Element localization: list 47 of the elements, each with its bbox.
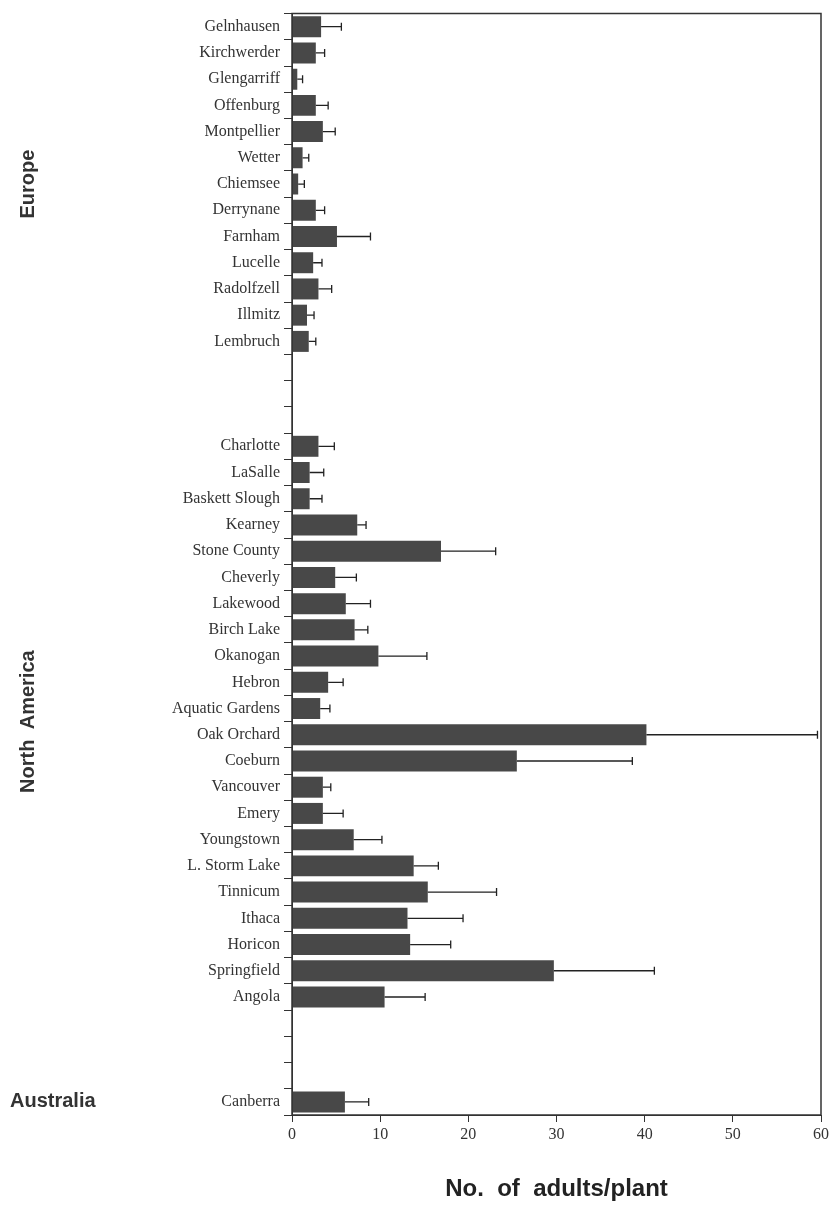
y-tick-label: Lucelle bbox=[232, 252, 280, 270]
y-tick-label: Birch Lake bbox=[208, 620, 280, 638]
y-tick-label: Stone County bbox=[192, 541, 280, 560]
text: Europe bbox=[15, 149, 38, 219]
y-tick-label: Offenburg bbox=[213, 95, 280, 114]
x-tick-label: 50 bbox=[724, 1124, 741, 1142]
y-tick-label: Youngstown bbox=[199, 829, 280, 848]
x-tick-label: 40 bbox=[636, 1124, 653, 1142]
y-tick-label: Farnham bbox=[223, 226, 281, 244]
y-tick-label: Emery bbox=[237, 803, 280, 822]
y-tick-label: Derrynane bbox=[212, 200, 280, 219]
x-axis-title: No. of adults/plant bbox=[445, 1174, 668, 1202]
y-tick-label: Okanogan bbox=[214, 646, 280, 665]
y-tick-label: Coeburn bbox=[224, 751, 280, 769]
y-tick-label: Horicon bbox=[227, 934, 280, 952]
y-tick-label: Kirchwerder bbox=[199, 43, 281, 61]
y-tick-label: Gelnhausen bbox=[204, 16, 280, 34]
y-tick-label: Wetter bbox=[237, 148, 281, 166]
y-tick-label: Montpellier bbox=[204, 121, 281, 140]
y-tick-label: Illmitz bbox=[237, 305, 280, 323]
y-tick-label: Lakewood bbox=[212, 593, 280, 611]
y-tick-label: Charlotte bbox=[220, 436, 280, 454]
y-tick-label: Baskett Slough bbox=[182, 488, 280, 507]
x-tick-label: 10 bbox=[372, 1124, 389, 1142]
text: North America bbox=[15, 649, 38, 793]
y-tick-label: Aquatic Gardens bbox=[172, 698, 280, 717]
x-tick-label: 30 bbox=[548, 1124, 565, 1142]
y-tick-label: Cheverly bbox=[221, 567, 280, 586]
y-tick-label: Glengarriff bbox=[208, 69, 281, 88]
text: Australia bbox=[10, 1089, 97, 1112]
y-tick-label: Ithaca bbox=[240, 908, 280, 926]
y-tick-label: L. Storm Lake bbox=[187, 856, 280, 874]
y-tick-label: Hebron bbox=[232, 672, 280, 690]
y-tick-label: Kearney bbox=[225, 515, 280, 534]
x-tick-label: 20 bbox=[460, 1124, 477, 1142]
x-tick-label: 60 bbox=[813, 1124, 829, 1142]
y-tick-label: Lembruch bbox=[214, 331, 280, 349]
y-tick-label: Radolfzell bbox=[213, 279, 281, 297]
y-tick-label: Chiemsee bbox=[216, 174, 280, 192]
y-tick-label: Oak Orchard bbox=[196, 724, 280, 742]
y-tick-label: LaSalle bbox=[231, 462, 280, 480]
y-tick-label: Springfield bbox=[208, 960, 280, 979]
x-tick-label: 0 bbox=[288, 1124, 296, 1142]
y-tick-label: Angola bbox=[232, 987, 280, 1006]
y-tick-label: Canberra bbox=[221, 1092, 280, 1110]
y-tick-label: Vancouver bbox=[211, 777, 281, 795]
y-tick-label: Tinnicum bbox=[218, 882, 281, 900]
